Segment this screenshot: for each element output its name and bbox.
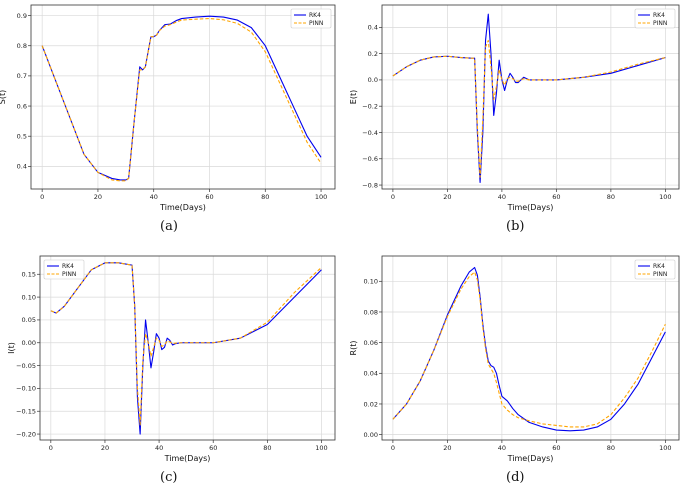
- series-line-pinn: [392, 271, 666, 428]
- y-tick-label: 0.10: [364, 278, 378, 286]
- caption-a: (a): [160, 219, 178, 234]
- y-tick-label: 0.04: [364, 370, 378, 378]
- x-tick-label: 80: [263, 444, 271, 452]
- x-tick-label: 60: [209, 444, 217, 452]
- y-tick-label: −0.20: [16, 430, 36, 438]
- y-tick-label: −0.15: [16, 408, 36, 416]
- y-tick-label: 0.7: [17, 72, 27, 80]
- plot-frame: [381, 255, 680, 441]
- y-tick-label: 0.9: [17, 12, 27, 20]
- y-tick-label: 0.00: [22, 339, 36, 347]
- x-axis-label: Time(Days): [507, 203, 554, 212]
- x-tick-label: 100: [315, 444, 327, 452]
- y-tick-label: −0.2: [362, 103, 378, 111]
- y-tick-label: 0.8: [17, 42, 27, 50]
- chart-c: 0 20 40 60 80 100 −0.20 −0.15 −0.10 −0.05 0.00 0.05…: [7, 255, 336, 463]
- x-tick-label: 20: [443, 193, 451, 201]
- y-tick-label: 0.15: [22, 271, 36, 279]
- x-tick-label: 20: [94, 193, 102, 201]
- y-tick-label: −0.8: [362, 181, 378, 189]
- y-tick-label: 0.02: [364, 400, 378, 408]
- chart-a: 0 20 40 60 80 100 0.4 0.5 0.6 0.7 0.8 0.9 Time(Days)…: [0, 4, 336, 212]
- x-tick-label: 80: [607, 193, 615, 201]
- y-tick-label: −0.4: [362, 129, 378, 137]
- legend-label-rk4: RK4: [653, 263, 665, 270]
- y-tick-label: 0.6: [17, 102, 27, 110]
- y-tick-label: 0.08: [364, 308, 378, 316]
- legend-label-pinn: PINN: [309, 20, 323, 27]
- series-line-rk4: [392, 13, 666, 183]
- x-tick-label: 40: [155, 444, 163, 452]
- y-tick-label: 0.4: [368, 24, 378, 32]
- series-line-pinn: [50, 262, 322, 426]
- series-line-rk4: [392, 266, 666, 432]
- x-tick-label: 0: [391, 444, 395, 452]
- x-tick-label: 60: [552, 444, 560, 452]
- y-axis-label: R(t): [349, 341, 358, 356]
- series-line-rk4: [50, 262, 322, 435]
- legend-label-pinn: PINN: [653, 271, 667, 278]
- y-tick-label: 0.2: [368, 50, 378, 58]
- y-tick-label: −0.6: [362, 155, 378, 163]
- x-tick-label: 40: [150, 193, 158, 201]
- caption-c: (c): [160, 470, 178, 485]
- series-line-pinn: [41, 18, 322, 182]
- x-tick-label: 0: [40, 193, 44, 201]
- x-tick-label: 40: [498, 444, 506, 452]
- x-tick-label: 20: [443, 444, 451, 452]
- x-tick-label: 60: [205, 193, 213, 201]
- legend-label-pinn: PINN: [62, 271, 76, 278]
- series-line-pinn: [392, 39, 666, 178]
- y-tick-label: −0.10: [16, 385, 36, 393]
- x-tick-label: 100: [659, 193, 671, 201]
- plot-frame: [30, 4, 336, 190]
- y-tick-label: 0.5: [17, 133, 27, 141]
- y-tick-label: 0.05: [22, 316, 36, 324]
- series-line-rk4: [41, 15, 322, 181]
- chart-b: 0 20 40 60 80 100 −0.8 −0.6 −0.4 −0.2 0.0 0.2 0.4 Tim…: [349, 4, 680, 212]
- y-axis-label: I(t): [7, 342, 16, 354]
- plot-frame: [381, 4, 680, 190]
- y-tick-label: 0.0: [368, 76, 378, 84]
- x-tick-label: 100: [315, 193, 327, 201]
- y-tick-label: 0.10: [22, 293, 36, 301]
- legend-label-pinn: PINN: [653, 20, 667, 27]
- y-tick-label: 0.4: [17, 163, 27, 171]
- legend-label-rk4: RK4: [309, 12, 321, 19]
- caption-b: (b): [506, 219, 525, 234]
- chart-d: 0 20 40 60 80 100 0.00 0.02 0.04 0.06 0.08 0.10 Time…: [349, 255, 680, 463]
- x-axis-label: Time(Days): [164, 454, 211, 463]
- y-axis-label: S(t): [0, 90, 7, 104]
- x-tick-label: 20: [101, 444, 109, 452]
- x-tick-label: 100: [659, 444, 671, 452]
- x-tick-label: 60: [552, 193, 560, 201]
- x-tick-label: 0: [49, 444, 53, 452]
- y-tick-label: 0.00: [364, 431, 378, 439]
- y-tick-label: −0.05: [16, 362, 36, 370]
- x-axis-label: Time(Days): [159, 203, 206, 212]
- y-tick-label: 0.06: [364, 339, 378, 347]
- x-tick-label: 0: [391, 193, 395, 201]
- y-axis-label: E(t): [349, 90, 358, 104]
- legend-label-rk4: RK4: [62, 263, 74, 270]
- caption-d: (d): [506, 470, 525, 485]
- x-tick-label: 80: [607, 444, 615, 452]
- x-tick-label: 80: [261, 193, 269, 201]
- legend-label-rk4: RK4: [653, 12, 665, 19]
- x-tick-label: 40: [498, 193, 506, 201]
- x-axis-label: Time(Days): [507, 454, 554, 463]
- plot-frame: [39, 255, 336, 441]
